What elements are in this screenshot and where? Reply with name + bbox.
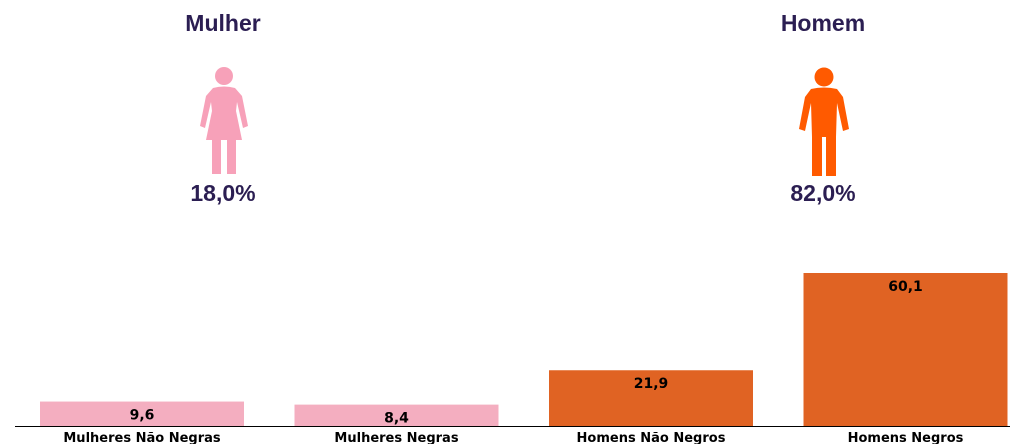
bar-value-label: 60,1 — [888, 279, 923, 295]
category-label: Homens Negros — [848, 431, 964, 444]
bar-value-label: 9,6 — [130, 408, 155, 424]
bar-value-label: 8,4 — [384, 411, 409, 427]
male-percent: 82,0% — [790, 180, 856, 206]
category-label: Homens Não Negros — [577, 431, 726, 444]
female-percent: 18,0% — [190, 180, 256, 206]
bar-1 — [40, 401, 244, 426]
bar-2 — [294, 404, 499, 426]
female-person-icon — [200, 67, 248, 174]
category-label: Mulheres Não Negras — [63, 431, 221, 444]
bar-4 — [803, 273, 1008, 426]
bar-3 — [549, 370, 753, 426]
male-person-icon — [799, 67, 849, 176]
male-title: Homem — [780, 10, 866, 36]
category-label: Mulheres Negras — [334, 431, 458, 444]
female-title: Mulher — [185, 10, 261, 36]
bar-value-label: 21,9 — [634, 376, 669, 392]
